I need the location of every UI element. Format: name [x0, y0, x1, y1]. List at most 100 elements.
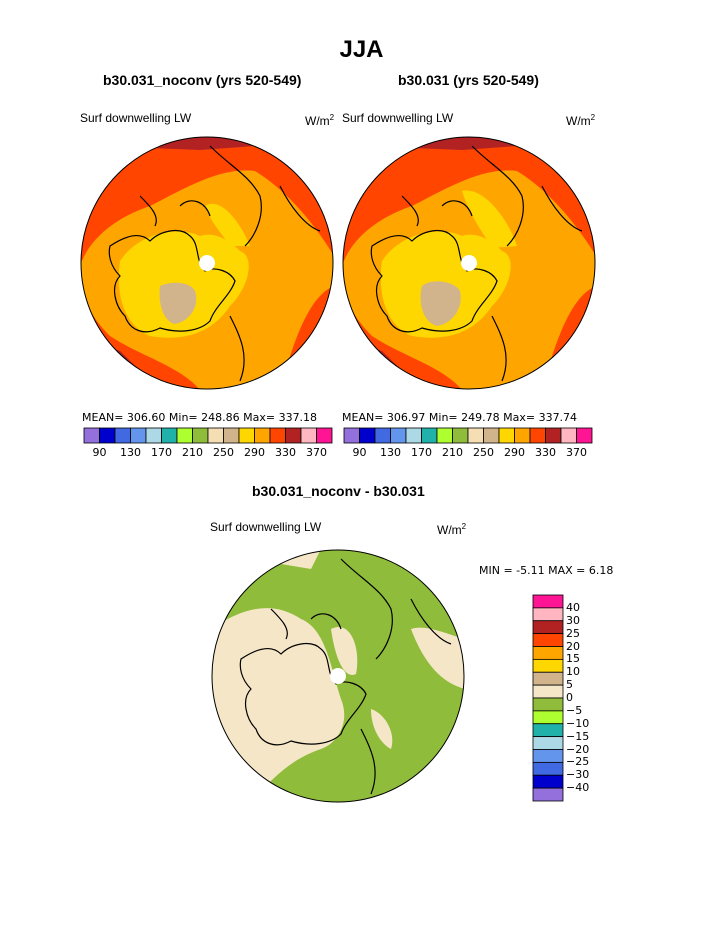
colorbar-swatch	[359, 427, 376, 444]
colorbar-tick-label: 15	[566, 652, 580, 666]
colorbar-tick-label: 250	[473, 446, 494, 459]
lw-gold-region	[205, 203, 250, 246]
diff-panel-variable-label: Surf downwelling LW	[210, 520, 322, 534]
colorbar-tick-label: −30	[566, 768, 590, 782]
panel-2-stats: MEAN= 306.97 Min= 249.78 Max= 337.74	[342, 411, 578, 424]
diff-panel-title: b30.031_noconv - b30.031	[252, 483, 425, 499]
colorbar-swatch	[529, 427, 546, 444]
colorbar-tick-label: 130	[380, 446, 401, 459]
colorbar-swatch	[532, 594, 564, 609]
colorbar-tick-label: 330	[535, 446, 556, 459]
panel-1-variable-label: Surf downwelling LW	[80, 111, 192, 125]
panel-2-title: b30.031 (yrs 520-549)	[398, 72, 539, 88]
colorbar-swatch	[436, 427, 453, 444]
colorbar-tick-label: 290	[244, 446, 265, 459]
colorbar-swatch	[374, 427, 391, 444]
colorbar-tick-label: −10	[566, 716, 590, 730]
panel-2-variable-label: Surf downwelling LW	[342, 111, 454, 125]
colorbar-swatch	[343, 427, 360, 444]
lw-gold-region	[462, 190, 517, 248]
colorbar-tick-label: 210	[182, 446, 203, 459]
colorbar-swatch	[532, 723, 564, 738]
coastline	[370, 145, 583, 382]
colorbar-swatch	[99, 427, 116, 444]
diff-wheat-region	[331, 627, 358, 675]
colorbar-tick-label: −15	[566, 729, 590, 743]
colorbar-swatch	[300, 427, 317, 444]
colorbar-swatch	[532, 684, 564, 699]
colorbar-swatch	[452, 427, 469, 444]
diff-colorbar	[532, 594, 564, 802]
colorbar-swatch	[532, 774, 564, 789]
colorbar-swatch	[532, 620, 564, 635]
colorbar-tick-label: 370	[566, 446, 587, 459]
colorbar-swatch	[483, 427, 500, 444]
colorbar-swatch	[532, 697, 564, 712]
colorbar-tick-label: 90	[92, 446, 107, 459]
colorbar-swatch	[545, 427, 562, 444]
colorbar-swatch	[421, 427, 438, 444]
colorbar-swatch	[192, 427, 209, 444]
colorbar-swatch	[145, 427, 162, 444]
pole-hole	[461, 255, 477, 271]
colorbar-swatch	[560, 427, 577, 444]
colorbar-swatch	[207, 427, 224, 444]
colorbar-tick-label: 170	[411, 446, 432, 459]
diff-wheat-region	[371, 709, 393, 749]
panel-1-stats: MEAN= 306.60 Min= 248.86 Max= 337.18	[82, 411, 318, 424]
colorbar-tick-label: −5	[566, 703, 583, 717]
colorbar-tick-label: 90	[352, 446, 367, 459]
colorbar-swatch	[285, 427, 302, 444]
panel-1-units: W/m2	[305, 113, 335, 128]
coastline	[239, 558, 452, 795]
colorbar-swatch	[576, 427, 593, 444]
colorbar-tick-label: 0	[566, 691, 573, 704]
colorbar-swatch	[161, 427, 178, 444]
lw-tan-region	[420, 281, 461, 326]
panel-1-map	[80, 136, 334, 390]
colorbar-swatch	[532, 710, 564, 725]
pole-hole	[199, 255, 215, 271]
colorbar-swatch	[532, 607, 564, 622]
colorbar-swatch	[254, 427, 271, 444]
diff-panel-units: W/m2	[437, 522, 467, 537]
colorbar-tick-label: 290	[504, 446, 525, 459]
page-title: JJA	[339, 36, 384, 63]
colorbar-swatch	[269, 427, 286, 444]
colorbar-swatch	[114, 427, 131, 444]
panel-2-map	[342, 136, 596, 390]
colorbar-tick-label: 30	[566, 613, 580, 627]
colorbar-tick-label: 330	[275, 446, 296, 459]
colorbar-swatch	[83, 427, 100, 444]
diff-minmax: MIN = -5.11 MAX = 6.18	[479, 564, 614, 577]
colorbar-swatch	[467, 427, 484, 444]
colorbar-swatch	[532, 736, 564, 750]
colorbar-swatch	[238, 427, 255, 444]
colorbar-swatch	[390, 427, 407, 444]
diff-wheat-region	[411, 627, 464, 689]
colorbar-tick-label: 170	[151, 446, 172, 459]
colorbar-swatch	[514, 427, 531, 444]
colorbar-swatch	[498, 427, 515, 444]
colorbar-tick-label: 370	[306, 446, 327, 459]
colorbar-tick-label: −40	[566, 781, 590, 795]
colorbar-tick-label: 250	[213, 446, 234, 459]
colorbar-tick-label: 5	[566, 678, 573, 692]
panel-1-colorbar	[83, 427, 333, 444]
colorbar-tick-label: −20	[566, 742, 590, 756]
panel-1-title: b30.031_noconv (yrs 520-549)	[103, 72, 302, 88]
colorbar-swatch	[405, 427, 422, 444]
colorbar-swatch	[130, 427, 147, 444]
colorbar-swatch	[532, 646, 564, 660]
colorbar-tick-label: 40	[566, 600, 580, 614]
colorbar-swatch	[532, 671, 564, 686]
colorbar-swatch	[532, 658, 564, 673]
colorbar-tick-label: 25	[566, 626, 580, 640]
colorbar-swatch	[176, 427, 193, 444]
colorbar-tick-label: 10	[566, 665, 580, 679]
colorbar-swatch	[532, 749, 564, 763]
colorbar-tick-label: 210	[442, 446, 463, 459]
colorbar-swatch	[532, 787, 564, 802]
diff-wheat-region	[426, 559, 451, 594]
colorbar-swatch	[532, 633, 564, 647]
